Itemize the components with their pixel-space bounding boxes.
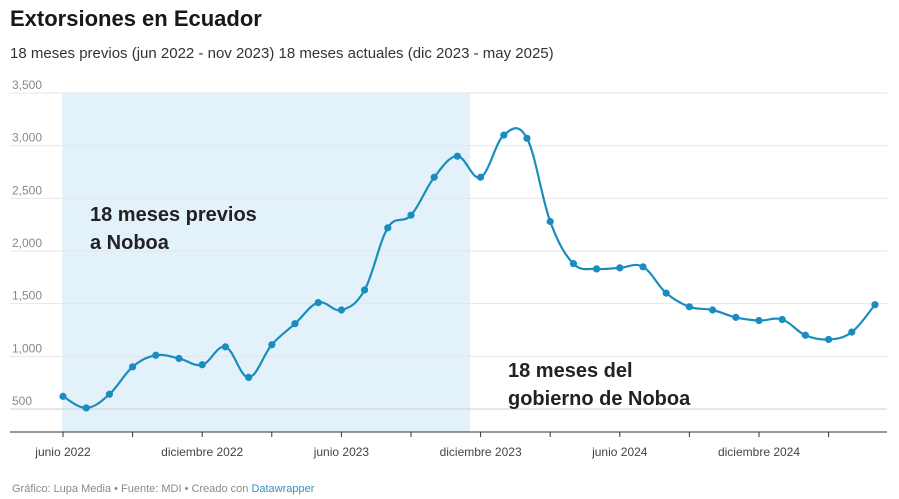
data-point xyxy=(825,335,833,344)
data-point xyxy=(569,260,578,268)
data-point xyxy=(477,173,485,181)
data-point xyxy=(152,351,160,359)
annotation-text: gobierno de Noboa xyxy=(508,388,691,410)
data-point xyxy=(616,264,624,272)
data-point xyxy=(245,373,253,381)
x-tick-label: junio 2024 xyxy=(591,445,648,459)
data-point xyxy=(546,217,554,226)
data-point xyxy=(361,286,369,294)
x-axis-layer: junio 2022 diciembre 2022 junio 2023 diciem… xyxy=(10,431,887,459)
x-tick-label: diciembre 2022 xyxy=(161,445,243,459)
annotation-text: a Noboa xyxy=(90,232,170,254)
data-point xyxy=(662,289,670,297)
data-point xyxy=(198,361,206,369)
data-point xyxy=(407,211,415,219)
footer-credits: Gráfico: Lupa Media • Fuente: MDI • Crea… xyxy=(12,483,252,495)
annotations-layer: 18 meses previos a Noboa 18 meses del gobie… xyxy=(90,204,691,410)
data-point xyxy=(82,404,90,412)
y-tick-labels-layer: 500 1,000 1,500 2,000 2,500 3,000 3,500 xyxy=(12,78,42,408)
y-tick-label: 1,500 xyxy=(12,289,42,303)
y-tick-label: 1,000 xyxy=(12,341,42,355)
y-tick-label: 3,000 xyxy=(12,131,42,145)
data-point xyxy=(685,303,694,311)
data-point xyxy=(848,328,856,336)
x-tick-label: junio 2023 xyxy=(313,445,370,459)
data-point xyxy=(709,306,717,314)
data-point xyxy=(129,363,137,371)
y-tick-label: 3,500 xyxy=(12,78,42,92)
data-point xyxy=(430,173,438,181)
data-point xyxy=(105,390,113,398)
chart-title: Extorsiones en Ecuador xyxy=(10,6,262,31)
data-point xyxy=(314,299,322,307)
data-point xyxy=(175,354,183,363)
x-tick-label: diciembre 2023 xyxy=(440,445,522,459)
chart-subtitle: 18 meses previos (jun 2022 - nov 2023) 1… xyxy=(10,45,554,62)
gridlines-layer xyxy=(10,92,887,410)
chart-footer: Gráfico: Lupa Media • Fuente: MDI • Crea… xyxy=(12,483,314,495)
data-point xyxy=(778,315,786,324)
data-point xyxy=(500,131,508,139)
data-point xyxy=(291,320,299,328)
data-point xyxy=(755,316,763,325)
datawrapper-link[interactable]: Datawrapper xyxy=(251,483,315,495)
data-point xyxy=(523,134,531,142)
data-point xyxy=(732,313,740,321)
data-point xyxy=(639,263,647,271)
x-tick-label: diciembre 2024 xyxy=(718,445,800,459)
x-tick-label: junio 2022 xyxy=(34,445,91,459)
series-layer xyxy=(59,127,879,412)
annotation-text: 18 meses previos xyxy=(90,204,257,226)
y-tick-label: 2,500 xyxy=(12,183,42,197)
data-point xyxy=(871,301,879,309)
data-point xyxy=(801,331,810,339)
data-point xyxy=(453,152,461,160)
y-tick-label: 500 xyxy=(12,394,32,408)
shaded-region-layer xyxy=(62,93,470,432)
data-point xyxy=(221,343,229,351)
data-point xyxy=(268,341,276,349)
data-point xyxy=(59,392,67,400)
data-point xyxy=(337,306,345,314)
data-point xyxy=(384,224,392,232)
annotation-text: 18 meses del xyxy=(508,360,633,382)
shaded-region xyxy=(62,93,470,432)
y-tick-label: 2,000 xyxy=(12,236,42,250)
data-point xyxy=(593,265,601,273)
